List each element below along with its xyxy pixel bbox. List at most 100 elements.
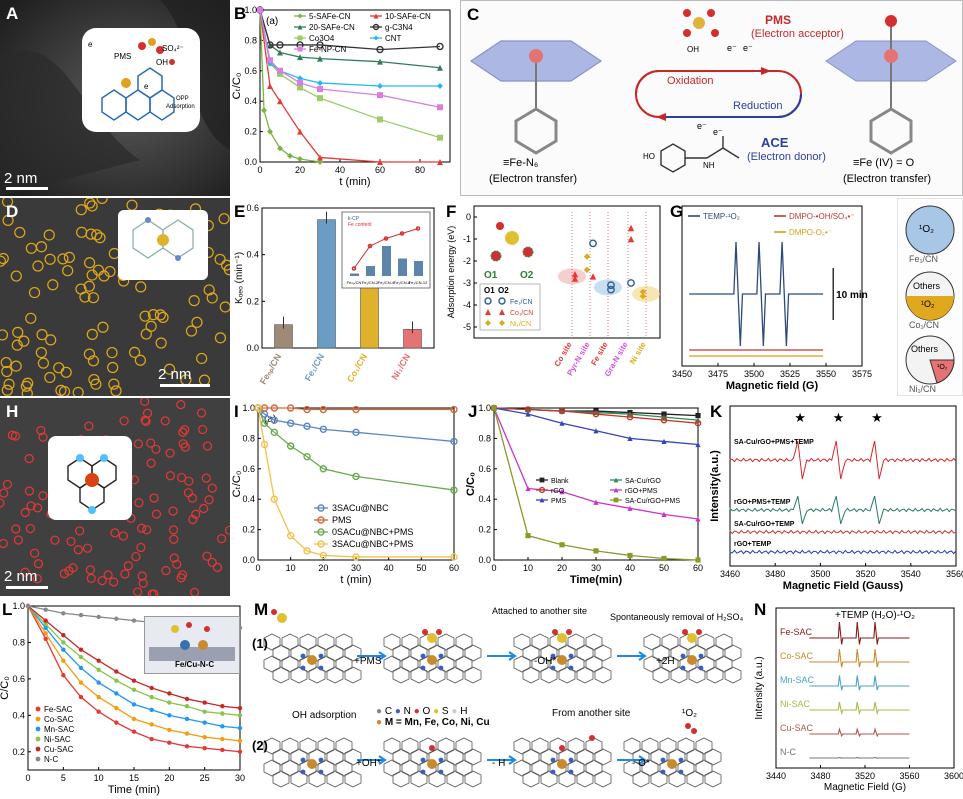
point-Co-SAC [149,722,154,727]
inset-legend-kcp: k-CP [348,216,360,222]
point-20-SAFe-CN [437,64,443,71]
legend-label-20-SAFe-CN: 20-SAFe-CN [309,23,355,32]
plot-frame [259,9,451,163]
graphene-ring [344,748,362,766]
mechanism-diagram-m [263,609,742,788]
point-Cu-SAC [114,669,119,674]
molecule-s [505,231,519,245]
graphene-ring [344,770,362,788]
x-tick-label: 3560 [946,569,963,579]
reaction-arrow-4 [487,755,517,765]
atom-marker [0,356,12,369]
peak-star: ★ [794,410,806,425]
graphene-ring [594,644,612,662]
graphene-ring [540,748,558,766]
graphene-ring [326,644,344,662]
atom-marker [32,574,42,584]
graphene-ring [686,770,704,788]
point-N-C [61,611,66,616]
panel-label-m: M [254,600,269,619]
graphene-ring [464,666,482,684]
atom-marker [220,259,230,271]
atom-marker [0,255,6,267]
x-axis-label: Time (min) [108,784,160,796]
sheet-row1-1 [383,633,482,684]
legend-marker [613,487,619,493]
legend-marker-g-C3N4 [372,23,380,31]
point-3SACu@NBC+PMS [270,495,279,503]
legend-marker-Ni-SAC [35,736,41,742]
atom-marker [1,384,13,396]
point-N-C [43,607,48,612]
nitrogen-atom [318,769,324,775]
point-Blank [695,413,701,419]
nitrogen-atom [420,769,426,775]
reaction-arrow-1 [487,651,517,661]
series-line-g-C3N4 [259,9,441,51]
x-tick-label: 40 [335,165,345,175]
atom-marker [26,501,36,511]
y-tick-label: 0.8 [244,35,257,45]
graphene-ring [383,759,401,777]
metal-site [307,759,317,769]
pie-co-others: Others [913,281,941,291]
atom-marker [188,295,200,307]
incoming-o [589,735,595,741]
atom-marker [108,378,120,390]
panel-d-micrograph: D 2 nm [0,198,230,396]
graphene-ring [558,748,576,766]
graphene-ring [585,737,603,755]
fe-iv-oxo-structure-right [825,15,957,155]
atom-marker [202,441,213,451]
chart-title-n: +TEMP (H₂O)-¹O₂ [835,610,915,621]
graphene-ring [299,737,317,755]
graphene-ring [567,633,585,651]
site-point [589,239,597,248]
graphene-ring [290,666,308,684]
panel-b: B 0 20 40 60 80 0.0 0.2 0.4 0.6 0.8 1.0 t (min) Cₜ/C… [232,0,460,196]
oh-adsorbate [429,745,435,751]
sheet-row2-2 [513,737,612,788]
trace-Ni-SAC [809,701,910,716]
ace-label: ACE [761,135,789,150]
redox-cycle [635,67,802,121]
graphene-ring [668,770,686,788]
legend-marker-20-SAFe-CN [297,24,303,30]
trace-temp [689,241,824,347]
legend-label: rGO [551,488,565,495]
legend-label: SA-Cu/rGO [625,478,661,485]
legend-label: Fe₁/CN [510,299,533,306]
point-Ni-SAC [202,709,207,714]
legend-label-N-C: N-C [44,755,58,764]
x-tick-label: 40 [384,563,394,573]
atom-marker [58,385,71,396]
structure-inset-d [118,210,208,280]
pie-ni-others: Others [911,344,939,354]
graphene-ring [437,759,455,777]
graphene-ring [317,655,335,673]
point-Mn-SAC [114,691,119,696]
series-line-3SACu@NBC [257,407,455,443]
atom-marker [106,346,118,359]
atom-marker [43,229,55,241]
panel-label-g: G [670,202,684,221]
graphene-ring [576,748,594,766]
graphene-ring [392,666,410,684]
graphene-ring [650,748,668,766]
point-SA-Cu/rGO+PMS [627,552,633,559]
graphene-ring [272,666,290,684]
o2-label: O2 [520,270,534,281]
legend-header-o1: O1 [484,286,495,295]
legend-label-g-C3N4: g-C3N4 [385,23,413,32]
graphene-ring [401,737,419,755]
atom-marker [38,432,48,442]
nitrogen-atom [300,769,306,775]
o-adsorbate [559,745,565,751]
point-PMS [319,405,328,414]
graphene-ring [576,644,594,662]
point-Ni-SAC [78,654,84,660]
reaction-arrow-0 [357,651,387,661]
nitrogen-atom [568,757,574,763]
point-Fe-SAC [220,747,225,753]
point-Co3O4 [277,70,283,77]
